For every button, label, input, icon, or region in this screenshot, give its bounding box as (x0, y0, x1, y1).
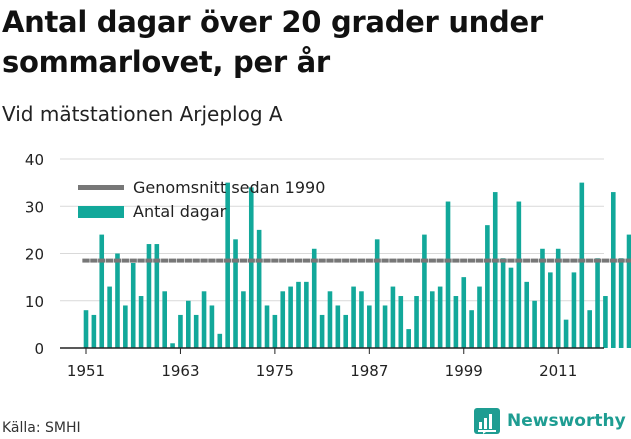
bar-1991 (398, 296, 404, 348)
bar-2016 (595, 258, 600, 348)
bar-chart: 0102030401951196319751987199920112023 Ge… (25, 151, 631, 380)
y-tick-label: 10 (25, 293, 44, 311)
bar-1998 (453, 296, 459, 348)
bar-1956 (123, 305, 128, 348)
bar-2002 (485, 225, 490, 348)
bar-1982 (327, 291, 333, 348)
bar-2018 (610, 192, 616, 348)
bar-1977 (288, 286, 293, 348)
bar-1988 (374, 239, 380, 348)
x-tick-label: 2011 (539, 362, 577, 380)
bar-1990 (390, 286, 396, 348)
bar-1970 (233, 239, 238, 348)
bar-2013 (571, 272, 577, 348)
x-tick-label: 1963 (161, 362, 199, 380)
bar-1971 (241, 291, 246, 348)
bar-1966 (201, 291, 207, 348)
bar-2004 (500, 258, 506, 348)
bar-1985 (351, 286, 356, 348)
bar-1968 (217, 333, 223, 348)
bar-2007 (524, 281, 530, 348)
bar-1984 (343, 314, 349, 348)
y-tick-label: 40 (25, 151, 44, 169)
bar-2020 (626, 234, 631, 348)
bars (83, 182, 631, 349)
bar-1952 (91, 314, 97, 348)
bar-2012 (563, 319, 569, 348)
bar-1997 (445, 201, 451, 348)
bar-1959 (146, 244, 152, 348)
bar-1974 (264, 305, 270, 348)
bar-1981 (319, 314, 325, 348)
bar-1972 (248, 187, 254, 348)
bar-2003 (492, 192, 498, 348)
legend-bar-label: Antal dagar (133, 202, 227, 221)
bar-1993 (414, 296, 419, 348)
newsworthy-logo-icon (474, 408, 500, 434)
bar-1986 (359, 291, 364, 348)
y-tick-label: 0 (34, 340, 44, 358)
bar-2015 (587, 310, 592, 348)
bar-2006 (516, 201, 522, 348)
bar-1964 (186, 300, 191, 348)
bar-1954 (107, 286, 112, 348)
legend: Genomsnitt sedan 1990 Antal dagar (78, 178, 325, 221)
bar-1953 (99, 234, 105, 348)
y-tick-label: 20 (25, 246, 44, 264)
bar-1996 (437, 286, 443, 348)
chart-title: Antal dagar över 20 grader under sommarl… (2, 5, 543, 79)
bar-1957 (130, 262, 136, 348)
bar-2014 (579, 182, 585, 349)
bar-1965 (193, 314, 199, 348)
bar-2001 (477, 286, 482, 348)
brand-logo[interactable]: Newsworthy (474, 408, 626, 434)
x-tick-label: 1987 (350, 362, 388, 380)
bar-1989 (382, 305, 388, 348)
bar-2009 (540, 248, 545, 348)
bar-1958 (138, 296, 144, 348)
bar-2011 (555, 248, 561, 348)
bar-1987 (367, 305, 372, 348)
bar-2017 (603, 296, 608, 348)
bar-1955 (115, 253, 120, 348)
axes: 0102030401951196319751987199920112023 (25, 151, 604, 380)
bar-1976 (280, 291, 286, 348)
bar-1992 (406, 329, 411, 348)
legend-average-swatch (78, 185, 124, 190)
bar-1967 (209, 305, 215, 348)
y-tick-label: 30 (25, 198, 44, 216)
bar-1960 (154, 244, 160, 348)
bar-1979 (304, 281, 309, 348)
chart-subtitle: Vid mätstationen Arjeplog A (2, 102, 283, 126)
bar-1963 (178, 314, 183, 348)
bar-1969 (225, 182, 230, 349)
bar-1994 (422, 234, 427, 348)
source-note: Källa: SMHI (2, 420, 81, 436)
bar-2000 (469, 310, 474, 348)
x-tick-label: 1975 (256, 362, 294, 380)
x-tick-label: 1951 (67, 362, 105, 380)
bar-2008 (532, 300, 537, 348)
x-tick-label: 1999 (445, 362, 483, 380)
bar-2005 (508, 267, 514, 348)
bar-2010 (548, 272, 553, 348)
legend-average-label: Genomsnitt sedan 1990 (133, 178, 325, 197)
bar-1951 (83, 310, 89, 348)
brand-name: Newsworthy (507, 411, 626, 431)
bar-1961 (162, 291, 167, 348)
legend-bar-swatch (78, 206, 124, 218)
bar-1973 (256, 229, 262, 349)
bar-1975 (272, 314, 278, 348)
bar-2019 (618, 258, 624, 348)
bar-1980 (311, 248, 317, 348)
bar-1983 (335, 305, 341, 348)
bar-1995 (429, 291, 435, 348)
bar-1978 (296, 281, 301, 348)
bar-1999 (461, 277, 467, 349)
bar-1962 (170, 343, 175, 348)
